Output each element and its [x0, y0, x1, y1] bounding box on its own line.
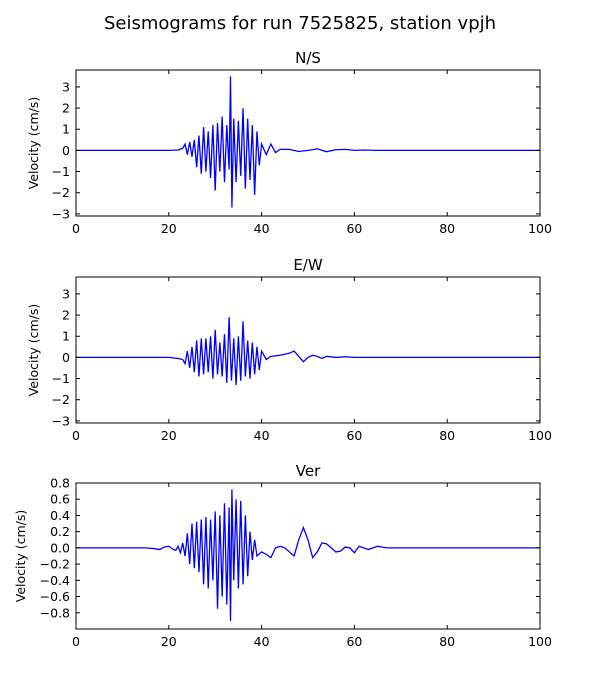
velocity-trace [76, 489, 540, 621]
axes-frame [75, 482, 541, 630]
y-tick-label: 0.2 [50, 524, 70, 539]
x-tick-label: 20 [161, 428, 177, 443]
x-tick-label: 20 [161, 634, 177, 649]
y-tick-label: −0.2 [40, 557, 70, 572]
x-tick-label: 40 [254, 221, 270, 236]
figure-title: Seismograms for run 7525825, station vpj… [104, 13, 496, 34]
y-tick-label: 0 [62, 143, 70, 158]
x-tick-label: 100 [528, 221, 552, 236]
y-tick-label: −1 [52, 164, 70, 179]
panel-0: N/S 0 20 40 60 80 100 −3 −2 −1 0 1 2 3 Velocity (cm/s) [26, 49, 552, 236]
x-tick-label: 100 [528, 634, 552, 649]
y-tick-label: −1 [52, 371, 70, 386]
x-tick-label: 40 [254, 634, 270, 649]
y-tick-label: 0 [62, 350, 70, 365]
x-tick-label: 0 [72, 634, 80, 649]
y-tick-label: 0.0 [50, 540, 70, 555]
y-tick-label: 1 [62, 329, 70, 344]
y-tick-label: 2 [62, 101, 70, 116]
x-tick-label: 80 [439, 634, 455, 649]
y-tick-label: −0.4 [40, 573, 70, 588]
x-tick-label: 60 [346, 221, 362, 236]
x-tick-label: 60 [346, 634, 362, 649]
x-tick-label: 40 [254, 428, 270, 443]
panel-title: Ver [296, 462, 321, 480]
y-axis-label: Velocity (cm/s) [26, 97, 41, 190]
x-tick-label: 20 [161, 221, 177, 236]
y-tick-label: −3 [52, 206, 70, 221]
axes-frame [75, 69, 541, 217]
y-tick-label: 0.4 [50, 508, 70, 523]
y-tick-label: 0.8 [50, 476, 70, 491]
y-axis-label: Velocity (cm/s) [26, 304, 41, 397]
y-tick-label: 0.6 [50, 492, 70, 507]
x-tick-label: 100 [528, 428, 552, 443]
y-tick-label: −0.6 [40, 589, 70, 604]
panel-1: E/W 0 20 40 60 80 100 −3 −2 −1 0 1 2 3 Velocity (cm/s) [26, 256, 552, 443]
velocity-trace [76, 76, 540, 208]
y-tick-label: −3 [52, 413, 70, 428]
x-tick-label: 80 [439, 221, 455, 236]
panel-2: Ver 0 20 40 60 80 100 −0.8−0.6−0.4−0.2 0.00.20.4… [13, 462, 552, 649]
y-tick-label: 2 [62, 308, 70, 323]
y-tick-label: 3 [62, 286, 70, 301]
y-axis-label: Velocity (cm/s) [13, 510, 28, 603]
x-tick-label: 0 [72, 428, 80, 443]
panel-title: E/W [293, 256, 323, 274]
y-tick-label: 3 [62, 79, 70, 94]
x-tick-label: 80 [439, 428, 455, 443]
y-tick-label: −2 [52, 392, 70, 407]
y-tick-label: −0.8 [40, 605, 70, 620]
x-tick-label: 60 [346, 428, 362, 443]
axes-frame [75, 276, 541, 424]
panel-title: N/S [295, 49, 321, 67]
y-tick-label: −2 [52, 185, 70, 200]
velocity-trace [76, 317, 540, 385]
x-tick-label: 0 [72, 221, 80, 236]
y-tick-label: 1 [62, 122, 70, 137]
